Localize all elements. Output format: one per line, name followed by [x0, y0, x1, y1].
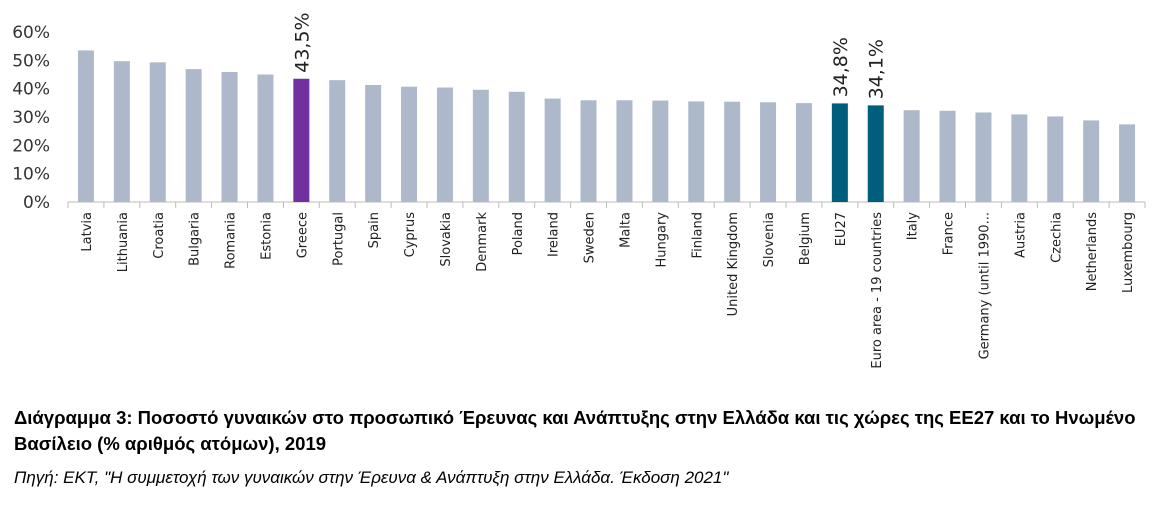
bar	[113, 61, 130, 202]
x-tick-label: Estonia	[259, 212, 274, 260]
y-tick-label: 50%	[12, 51, 50, 71]
x-tick-label: Slovenia	[762, 212, 777, 267]
bar	[616, 100, 633, 202]
x-tick-label: Cyprus	[403, 212, 418, 258]
bar	[939, 110, 956, 202]
bar	[903, 110, 920, 202]
bars	[77, 50, 1136, 202]
bar	[1119, 124, 1136, 202]
x-tick-label: Ireland	[547, 212, 562, 257]
bar	[544, 98, 561, 202]
x-tick-label: Sweden	[583, 212, 598, 263]
bar	[185, 69, 202, 202]
x-tick-label: Latvia	[80, 212, 95, 252]
x-tick-label: Italy	[906, 212, 921, 241]
bar	[77, 50, 94, 202]
x-tick-label: Belgium	[798, 212, 813, 265]
bar	[365, 84, 382, 202]
data-label: 34,1%	[866, 39, 888, 99]
x-tick-label: EU27	[834, 212, 849, 246]
x-tick-label: Malta	[618, 212, 633, 248]
bar	[652, 100, 669, 202]
x-tick-label: Finland	[690, 212, 705, 258]
bar	[149, 62, 166, 202]
x-tick-label: Germany (until 1990...	[977, 212, 992, 359]
x-tick-label: Hungary	[654, 212, 669, 268]
chart-caption-title: Διάγραμμα 3: Ποσοστό γυναικών στο προσωπ…	[14, 407, 1136, 454]
category-labels: Latvia Lithuania Croatia Bulgaria Romania Est…	[80, 212, 1136, 369]
bar	[688, 101, 705, 202]
bar	[1011, 114, 1028, 202]
bar	[795, 103, 812, 202]
x-tick-label: Romania	[224, 212, 239, 269]
bar	[472, 89, 489, 202]
x-tick-label: France	[942, 212, 957, 255]
bar	[401, 86, 418, 202]
chart-caption-source: Πηγή: ΕΚΤ, "Η συμμετοχή των γυναικών στη…	[14, 468, 729, 487]
y-tick-label: 60%	[12, 23, 50, 43]
bar	[257, 74, 274, 202]
bar	[1047, 116, 1064, 202]
x-axis	[67, 201, 1146, 208]
bar	[724, 101, 741, 202]
x-tick-label: Croatia	[152, 212, 167, 259]
bar	[975, 112, 992, 202]
bar	[580, 100, 597, 202]
x-tick-label: Denmark	[475, 212, 490, 272]
bar	[436, 87, 453, 202]
bar-chart: 0% 10% 20% 30% 40% 50% 60% 43,5% 34,8% 34,1% Lat…	[12, 12, 1146, 369]
y-tick-label: 30%	[12, 108, 50, 128]
bar	[293, 78, 310, 202]
bar	[760, 102, 777, 202]
x-tick-label: Poland	[511, 212, 526, 255]
x-tick-label: Portugal	[331, 212, 346, 266]
data-label: 34,8%	[830, 37, 852, 97]
bar	[508, 91, 525, 202]
x-tick-label: Czechia	[1049, 212, 1064, 263]
data-labels: 43,5% 34,8% 34,1%	[291, 12, 887, 99]
y-tick-label: 10%	[12, 165, 50, 185]
x-tick-label: Lithuania	[116, 212, 131, 272]
x-tick-label: Austria	[1013, 212, 1028, 258]
y-axis: 0% 10% 20% 30% 40% 50% 60%	[12, 23, 50, 213]
x-tick-label: Spain	[367, 212, 382, 248]
x-tick-label: Euro area - 19 countries	[870, 212, 885, 369]
bar	[831, 103, 848, 202]
bar	[221, 71, 238, 202]
x-tick-label: Luxembourg	[1121, 212, 1136, 293]
y-tick-label: 40%	[12, 80, 50, 100]
bar	[329, 80, 346, 202]
x-tick-label: Bulgaria	[188, 212, 203, 266]
bar	[1083, 120, 1100, 202]
y-tick-label: 20%	[12, 136, 50, 156]
y-tick-label: 0%	[23, 193, 50, 213]
x-tick-label: Slovakia	[439, 212, 454, 267]
x-tick-label: Greece	[295, 212, 310, 258]
x-tick-label: United Kingdom	[726, 212, 741, 316]
bar	[867, 105, 884, 202]
x-tick-label: Netherlands	[1085, 212, 1100, 291]
data-label: 43,5%	[291, 12, 313, 72]
